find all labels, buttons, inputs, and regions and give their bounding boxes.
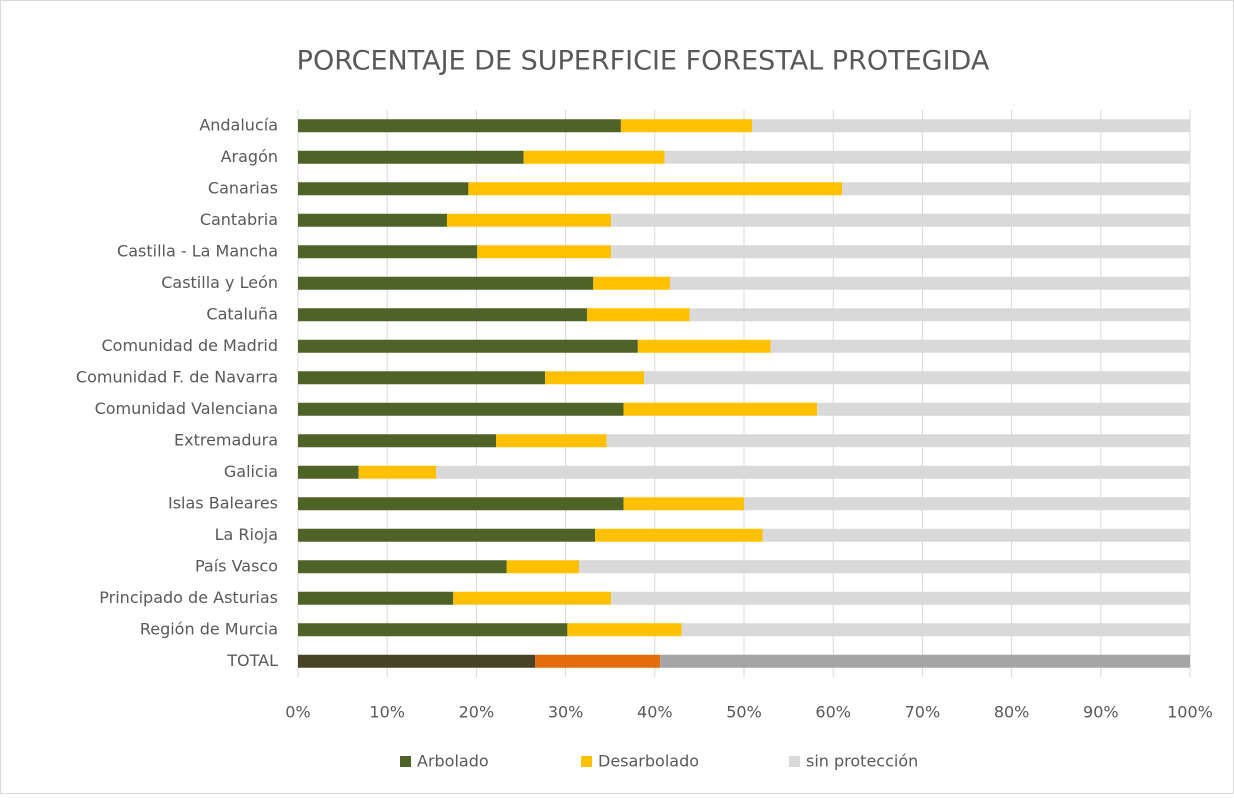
bar-segment <box>298 213 447 227</box>
y-tick-label: Galicia <box>224 462 278 481</box>
bar-segment <box>587 308 690 322</box>
x-tick-label: 40% <box>637 703 673 722</box>
x-tick-label: 10% <box>369 703 405 722</box>
x-tick-label: 30% <box>548 703 584 722</box>
bar-segment <box>298 276 594 290</box>
bar-segment <box>298 654 536 668</box>
bar-segment <box>477 245 612 259</box>
bar-segment <box>567 623 682 637</box>
y-tick-label: Extremadura <box>174 430 278 449</box>
bar-segment <box>842 182 1190 196</box>
x-tick-label: 60% <box>815 703 851 722</box>
bar-segment <box>637 339 771 353</box>
bar-segment <box>436 465 1190 479</box>
y-tick-label: Canarias <box>208 178 278 197</box>
bar-segment <box>770 339 1190 353</box>
bar-segment <box>298 623 568 637</box>
y-tick-label: Cantabria <box>200 210 278 229</box>
y-tick-label: Andalucía <box>199 115 278 134</box>
bar-segment <box>298 119 621 133</box>
bar-segment <box>523 150 665 164</box>
y-tick-label: La Rioja <box>215 525 278 544</box>
bar-segment <box>298 591 454 605</box>
x-tick-label: 90% <box>1083 703 1119 722</box>
y-tick-label: Principado de Asturias <box>99 588 278 607</box>
bar-segment <box>298 339 638 353</box>
y-tick-label: TOTAL <box>226 651 278 670</box>
legend-label: sin protección <box>806 752 918 771</box>
bar-segment <box>298 434 497 448</box>
bar-segment <box>660 654 1190 668</box>
chart-title: PORCENTAJE DE SUPERFICIE FORESTAL PROTEG… <box>297 46 990 77</box>
bar-segment <box>298 150 524 164</box>
x-tick-label: 100% <box>1167 703 1213 722</box>
x-tick-label: 80% <box>994 703 1030 722</box>
y-tick-label: Comunidad F. de Navarra <box>76 367 278 386</box>
bar-segment <box>298 308 588 322</box>
bar-segment <box>298 560 507 574</box>
bar-segment <box>535 654 661 668</box>
bar-segment <box>298 497 624 511</box>
bar-segment <box>496 434 607 448</box>
bar-segment <box>744 497 1190 511</box>
y-tick-label: Comunidad Valenciana <box>95 399 278 418</box>
legend-label: Arbolado <box>417 752 489 771</box>
bar-segment <box>689 308 1190 322</box>
y-tick-label: Comunidad de Madrid <box>101 336 278 355</box>
bar-segment <box>506 560 579 574</box>
bar-segment <box>762 528 1190 542</box>
legend-label: Desarbolado <box>598 752 699 771</box>
bar-segment <box>298 402 624 416</box>
bar-segment <box>593 276 670 290</box>
x-tick-label: 20% <box>459 703 495 722</box>
bar-segment <box>298 528 596 542</box>
bar-segment <box>446 213 612 227</box>
bar-segment <box>664 150 1190 164</box>
bar-segment <box>817 402 1190 416</box>
bar-segment <box>453 591 612 605</box>
bar-segment <box>611 245 1190 259</box>
bar-segment <box>595 528 763 542</box>
bar-segment <box>623 497 744 511</box>
y-tick-label: País Vasco <box>195 556 278 575</box>
x-tick-label: 70% <box>905 703 941 722</box>
bar-segment <box>545 371 645 385</box>
legend-swatch <box>789 756 800 767</box>
bar-segment <box>623 402 818 416</box>
legend-swatch <box>400 756 411 767</box>
y-tick-label: Islas Baleares <box>168 493 278 512</box>
bar-segment <box>606 434 1190 448</box>
x-tick-label: 50% <box>726 703 762 722</box>
x-tick-label: 0% <box>285 703 310 722</box>
bar-segment <box>358 465 437 479</box>
bar-segment <box>298 182 469 196</box>
legend-swatch <box>581 756 592 767</box>
bar-segment <box>644 371 1190 385</box>
bar-segment <box>298 371 546 385</box>
bar-segment <box>578 560 1190 574</box>
bar-segment <box>298 465 359 479</box>
y-tick-label: Cataluña <box>206 304 278 323</box>
y-tick-label: Aragón <box>221 147 278 166</box>
bar-segment <box>681 623 1190 637</box>
bar-segment <box>611 213 1190 227</box>
bar-segment <box>620 119 753 133</box>
bar-segment <box>468 182 843 196</box>
bar-segment <box>752 119 1190 133</box>
y-tick-label: Castilla y León <box>161 273 278 292</box>
bar-segment <box>669 276 1190 290</box>
bar-segment <box>298 245 478 259</box>
y-tick-label: Castilla - La Mancha <box>117 241 278 260</box>
y-tick-label: Región de Murcia <box>140 619 278 638</box>
bar-segment <box>611 591 1190 605</box>
